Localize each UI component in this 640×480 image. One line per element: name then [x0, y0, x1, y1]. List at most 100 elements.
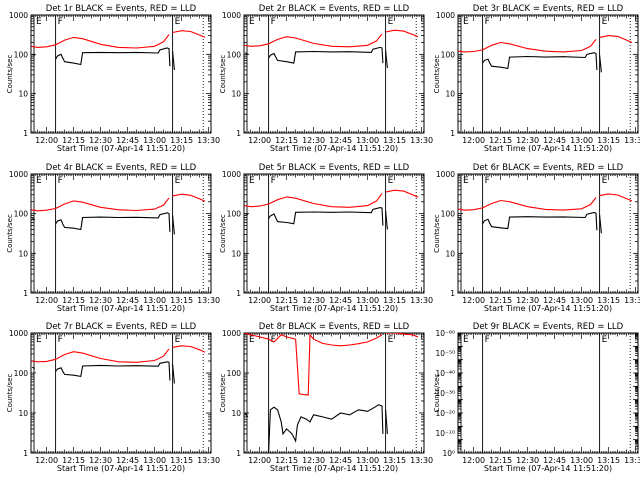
x-tick-label: 12:00 — [248, 136, 271, 145]
plot-frame — [457, 332, 639, 454]
y-tick-label: 100 — [14, 50, 29, 59]
x-tick-label: 12:15 — [62, 136, 85, 145]
panel-det-5r: Det 5r BLACK = Events, RED = LLD Counts/s… — [219, 163, 433, 313]
time-marker-label: F — [271, 17, 276, 27]
lld-rate-line — [458, 39, 597, 53]
lld-rate-line — [458, 197, 597, 211]
x-tick-label: 13:15 — [383, 296, 406, 305]
y-tick-label: 1000 — [222, 329, 241, 338]
y-tick-label: 1000 — [9, 11, 28, 20]
x-axis-label: Start Time (07-Apr-14 11:51:20) — [484, 144, 612, 153]
lld-rate-line — [244, 33, 383, 48]
y-axis-label: Counts/sec — [433, 214, 441, 253]
time-marker-label: F — [58, 17, 63, 27]
lld-rate-line — [31, 34, 170, 49]
event-rate-line — [268, 404, 384, 453]
x-tick-label: 13:00 — [356, 456, 379, 465]
panel-det-4r: Det 4r BLACK = Events, RED = LLD Counts/s… — [6, 163, 220, 313]
y-tick-label: 100 — [14, 369, 29, 378]
time-marker-label: E — [463, 17, 469, 27]
y-tick-label: 100 — [441, 210, 456, 219]
y-axis-label: Counts/sec — [219, 55, 227, 94]
time-marker-label: E — [175, 176, 181, 186]
y-tick-label: 1 — [450, 129, 455, 138]
event-rate-line — [31, 218, 36, 221]
y-tick-label: 100 — [227, 210, 242, 219]
x-tick-label: 12:30 — [89, 136, 112, 145]
x-tick-label: 12:00 — [35, 456, 58, 465]
y-tick-label: 10 — [18, 409, 28, 418]
y-tick-label: 100 — [14, 210, 29, 219]
lld-rate-line — [172, 193, 206, 202]
x-tick-label: 12:00 — [462, 296, 485, 305]
panel-title: Det 4r BLACK = Events, RED = LLD — [46, 163, 197, 173]
y-axis-label: Counts/sec — [433, 55, 441, 94]
plot-frame — [30, 173, 212, 294]
time-marker-label: F — [485, 176, 490, 186]
x-axis-label: Start Time (07-Apr-14 11:51:20) — [57, 464, 185, 473]
x-axis-label: Start Time (07-Apr-14 11:51:20) — [270, 144, 398, 153]
y-tick-label: 10⁻³⁰ — [435, 389, 455, 398]
y-tick-label: 10 — [231, 90, 241, 99]
y-tick-label: 10 — [231, 249, 241, 258]
x-tick-label: 13:00 — [143, 136, 166, 145]
x-tick-label: 13:00 — [143, 296, 166, 305]
x-axis-label: Start Time (07-Apr-14 11:51:20) — [270, 304, 398, 313]
x-axis-label: Start Time (07-Apr-14 11:51:20) — [484, 464, 612, 473]
x-tick-label: 12:00 — [248, 456, 271, 465]
y-tick-label: 1 — [450, 289, 455, 298]
time-marker-label: E — [175, 335, 181, 345]
x-tick-label: 13:00 — [143, 456, 166, 465]
y-axis-label: Counts/sec — [219, 374, 227, 413]
x-tick-label: 12:45 — [543, 456, 566, 465]
x-tick-label: 13:15 — [383, 136, 406, 145]
y-tick-label: 10⁻⁵⁰ — [435, 349, 455, 358]
lld-rate-line — [385, 333, 419, 338]
y-tick-label: 10⁻¹⁰ — [435, 429, 455, 438]
x-tick-label: 12:45 — [329, 296, 352, 305]
x-tick-label: 13:00 — [570, 296, 593, 305]
time-marker-label: E — [602, 176, 608, 186]
lld-rate-line — [599, 35, 633, 44]
y-tick-label: 1000 — [9, 329, 28, 338]
x-tick-label: 13:15 — [170, 136, 193, 145]
y-tick-label: 1 — [236, 129, 241, 138]
x-tick-label: 13:30 — [624, 456, 640, 465]
x-tick-label: 12:30 — [516, 456, 539, 465]
x-tick-label: 13:30 — [197, 296, 220, 305]
x-tick-label: 13:15 — [597, 296, 620, 305]
time-marker-label: E — [602, 17, 608, 27]
x-tick-label: 13:15 — [383, 456, 406, 465]
x-tick-label: 12:30 — [302, 296, 325, 305]
x-tick-label: 12:15 — [275, 456, 298, 465]
event-rate-line — [55, 361, 171, 381]
y-tick-label: 1 — [23, 289, 28, 298]
event-rate-line — [482, 52, 598, 71]
panel-det-7r: Det 7r BLACK = Events, RED = LLD Counts/s… — [6, 322, 220, 473]
x-tick-label: 12:15 — [489, 296, 512, 305]
x-tick-label: 12:45 — [329, 136, 352, 145]
event-rate-line — [599, 55, 602, 73]
lld-rate-line — [385, 29, 419, 38]
x-axis-label: Start Time (07-Apr-14 11:51:20) — [270, 464, 398, 473]
x-tick-label: 13:15 — [597, 456, 620, 465]
x-tick-label: 13:30 — [624, 136, 640, 145]
time-marker-label: E — [36, 335, 42, 345]
x-tick-label: 13:15 — [170, 456, 193, 465]
panel-title: Det 8r BLACK = Events, RED = LLD — [259, 322, 410, 332]
time-marker-label: E — [249, 176, 255, 186]
panel-title: Det 1r BLACK = Events, RED = LLD — [46, 4, 197, 14]
event-rate-line — [458, 218, 463, 221]
y-tick-label: 10 — [18, 249, 28, 258]
y-tick-label: 10⁰ — [442, 449, 455, 458]
x-tick-label: 12:15 — [275, 296, 298, 305]
x-tick-label: 12:30 — [89, 456, 112, 465]
panel-det-2r: Det 2r BLACK = Events, RED = LLD Counts/s… — [219, 4, 433, 153]
plot-frame — [243, 332, 425, 454]
y-tick-label: 1000 — [9, 170, 28, 179]
panel-title: Det 7r BLACK = Events, RED = LLD — [46, 322, 197, 332]
x-tick-label: 12:45 — [329, 456, 352, 465]
x-tick-label: 13:30 — [197, 136, 220, 145]
lld-rate-line — [172, 30, 206, 38]
x-axis-label: Start Time (07-Apr-14 11:51:20) — [57, 304, 185, 313]
